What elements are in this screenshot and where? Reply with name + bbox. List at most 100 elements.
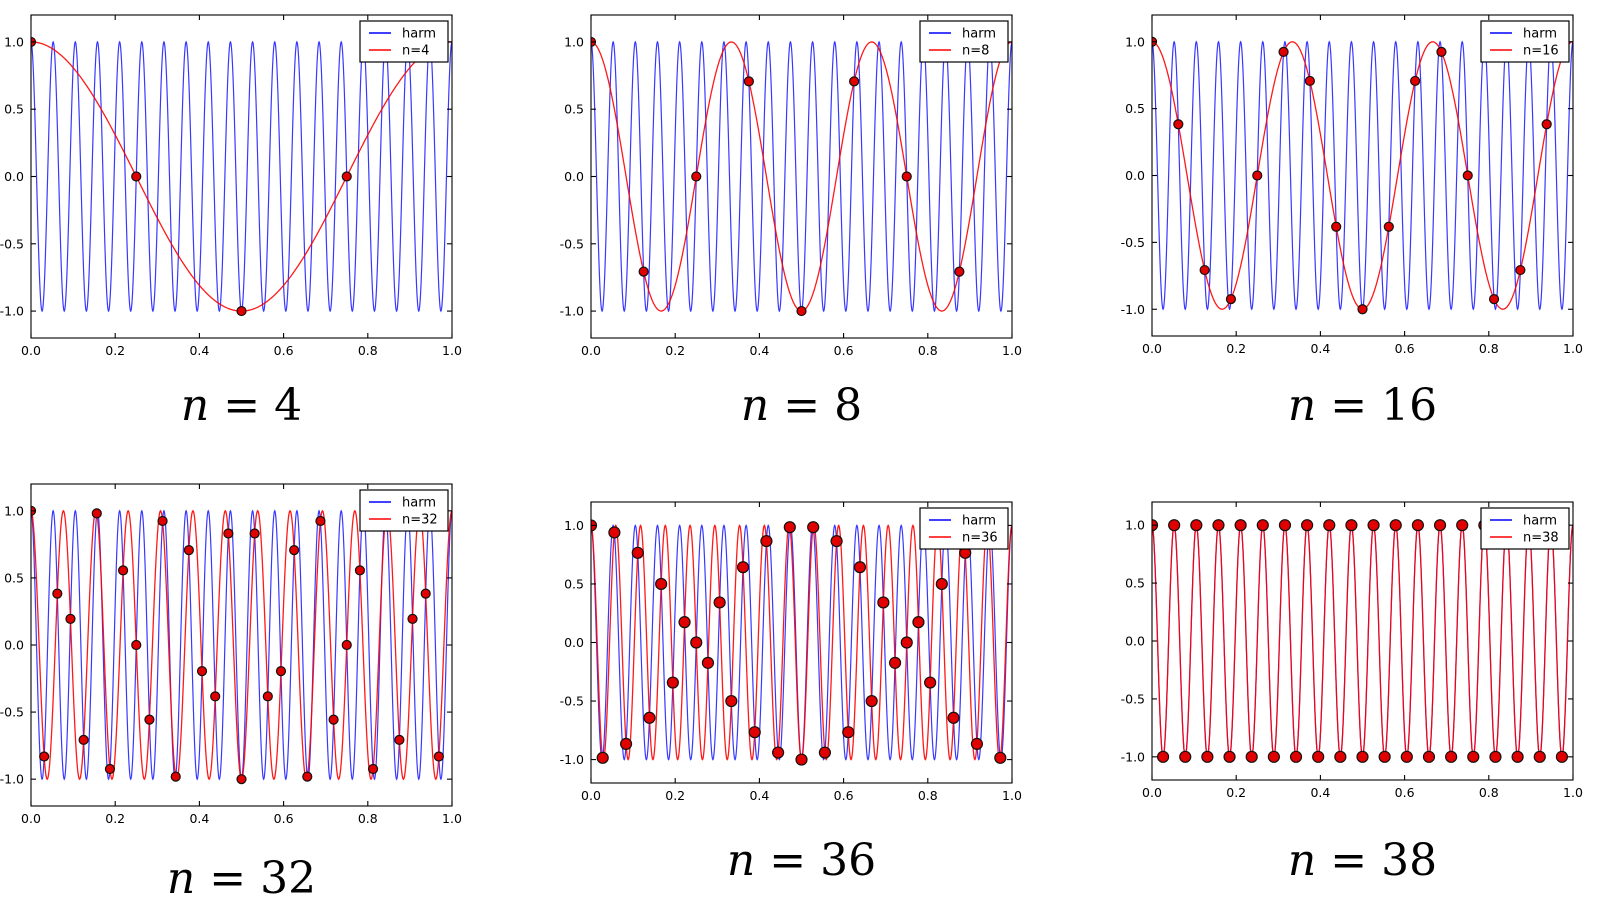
sample-point — [1234, 519, 1247, 532]
sample-point — [341, 171, 352, 182]
caption-variable: n — [180, 380, 210, 431]
sample-point — [1304, 75, 1315, 87]
sample-point — [1331, 221, 1342, 232]
sample-point — [619, 737, 633, 750]
sample-point — [1345, 519, 1358, 532]
sample-point — [1190, 519, 1203, 532]
sample-points — [1152, 36, 1552, 315]
sample-point — [865, 694, 878, 708]
legend-label: harm — [1523, 514, 1557, 529]
y-tick-label: 0.5 — [1125, 576, 1145, 591]
y-tick-label: 1.0 — [4, 34, 24, 49]
x-tick-label: 1.0 — [1002, 343, 1022, 358]
y-tick-label: -0.5 — [0, 705, 24, 720]
sample-point — [367, 763, 379, 775]
legend-box — [359, 20, 449, 63]
caption-value: = 32 — [195, 853, 317, 904]
x-tick-label: 0.2 — [105, 811, 125, 826]
caption-variable: n — [740, 380, 770, 431]
legend-box — [359, 489, 449, 532]
y-tick-label: 1.0 — [1125, 518, 1145, 533]
subplot-n-36: 0.0 0.2 0.4 0.6 0.8 1.0 1.0 0.5 0.0 -0.5 -1.0 harm n… — [560, 487, 1030, 817]
y-tick-label: 0.5 — [4, 102, 24, 117]
sample-point — [701, 656, 715, 669]
sample-point — [1400, 750, 1413, 763]
alias-curve — [1152, 523, 1573, 759]
caption-value: = 8 — [769, 380, 863, 431]
sample-point — [236, 774, 247, 785]
legend-label: n=38 — [1523, 531, 1559, 546]
plot-canvas-n-32: 0.0 0.2 0.4 0.6 0.8 1.0 1.0 0.5 0.0 -0.5 -1.0 harm n… — [0, 483, 462, 826]
sample-point — [877, 596, 890, 609]
harmonic-curve — [591, 524, 1012, 761]
sample-point — [1410, 75, 1421, 87]
x-tick-label: 0.4 — [1310, 341, 1330, 356]
sample-point — [1278, 519, 1292, 532]
y-tick-label: -0.5 — [1121, 235, 1145, 250]
sample-point — [818, 746, 831, 759]
sample-point — [131, 639, 142, 651]
y-tick-label: 0.0 — [4, 638, 24, 653]
sample-point — [1555, 750, 1569, 763]
caption-variable: n — [1287, 380, 1317, 431]
sample-point — [901, 171, 912, 182]
legend-label: harm — [1523, 27, 1557, 42]
sample-points — [591, 36, 965, 317]
sample-point — [1541, 119, 1552, 130]
sample-point — [91, 508, 102, 519]
x-tick-label: 0.6 — [274, 343, 294, 358]
sample-point — [302, 771, 313, 782]
y-tick-label: 0.0 — [4, 169, 24, 184]
legend-box — [919, 507, 1009, 550]
sample-point — [690, 636, 703, 649]
harmonic-curve — [1152, 40, 1573, 311]
plot-canvas-n-4: 0.0 0.2 0.4 0.6 0.8 1.0 1.0 0.5 0.0 -0.5 -1.0 harm n… — [0, 14, 462, 358]
sample-point — [1156, 750, 1170, 763]
y-tick-label: 0.0 — [564, 635, 584, 650]
plot-canvas-n-16: 0.0 0.2 0.4 0.6 0.8 1.0 1.0 0.5 0.0 -0.5 -1.0 harm n… — [1121, 14, 1583, 356]
sample-point — [39, 751, 50, 762]
sample-point — [935, 577, 948, 591]
sample-point — [262, 691, 273, 702]
axes-frame — [30, 14, 453, 339]
legend-box — [1480, 20, 1570, 63]
sample-point — [666, 676, 679, 689]
harmonic-curve — [31, 509, 452, 781]
x-tick-label: 0.8 — [918, 343, 938, 358]
subplot-n-38: 0.0 0.2 0.4 0.6 0.8 1.0 1.0 0.5 0.0 -0.5 -1.0 harm n… — [1121, 487, 1591, 817]
subplot-n-32: 0.0 0.2 0.4 0.6 0.8 1.0 1.0 0.5 0.0 -0.5 -1.0 harm n… — [0, 469, 470, 834]
sample-point — [1312, 750, 1325, 763]
sample-point — [596, 751, 609, 764]
x-tick-label: 0.2 — [105, 343, 125, 358]
x-tick-label: 0.6 — [834, 788, 854, 803]
sample-point — [1334, 750, 1347, 763]
x-tick-label: 1.0 — [1002, 788, 1022, 803]
sample-point — [249, 528, 260, 539]
caption-value: = 38 — [1316, 835, 1438, 886]
y-tick-label: 0.0 — [564, 169, 584, 184]
legend-label: harm — [962, 514, 996, 529]
x-tick-label: 0.8 — [1479, 785, 1499, 800]
x-tick-label: 0.0 — [1142, 341, 1162, 356]
sample-point — [170, 771, 181, 782]
x-tick-label: 0.2 — [665, 788, 685, 803]
harmonic-curve — [31, 40, 452, 313]
sample-point — [210, 691, 221, 702]
sample-point — [1168, 519, 1181, 532]
sample-point — [1357, 304, 1368, 315]
x-tick-label: 0.6 — [274, 811, 294, 826]
sample-point — [1462, 170, 1473, 181]
sample-point — [394, 734, 405, 745]
plot-canvas-n-36: 0.0 0.2 0.4 0.6 0.8 1.0 1.0 0.5 0.0 -0.5 -1.0 harm n… — [560, 501, 1022, 803]
x-tick-label: 0.2 — [665, 343, 685, 358]
plot-canvas-n-8: 0.0 0.2 0.4 0.6 0.8 1.0 1.0 0.5 0.0 -0.5 -1.0 harm n… — [560, 14, 1022, 358]
sample-point — [783, 521, 796, 534]
sample-point — [223, 528, 234, 539]
sample-point — [1199, 264, 1210, 276]
legend-label: n=8 — [962, 44, 989, 59]
sample-point — [1267, 750, 1280, 763]
sample-point — [1433, 519, 1447, 532]
sample-point — [433, 751, 444, 762]
sample-point — [713, 596, 726, 609]
sample-point — [853, 561, 867, 574]
